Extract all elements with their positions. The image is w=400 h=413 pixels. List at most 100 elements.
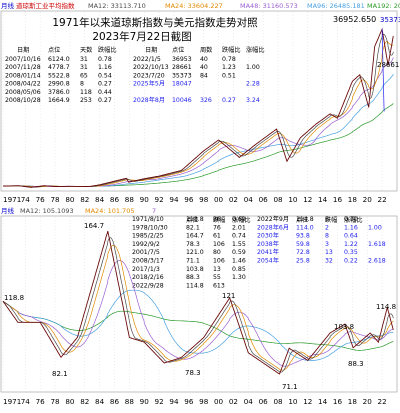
bottom-panel: 月线 MA12: 105.1093 MA24: 101.705 7 点位 跌幅 涨幅… [0,206,398,406]
bottom-left-cell-5-1: 71.1 [186,258,200,265]
top-table-cell-4-2: 118 [80,89,92,96]
bottom-left-cell-6-3: 0.85 [232,266,246,273]
top-table-cell-0-1: 6124.0 [48,56,70,63]
bottom-right-cell-2-1: 93.8 [296,233,310,240]
top-table-cell-5-0: 2008/10/28 [5,97,41,104]
bottom-right-cell-4-3: 0.35 [344,249,358,256]
bottom-left-cell-4-2: 80 [213,249,221,256]
bottom-right-cell-1-3: 1.16 [344,224,358,231]
bottom-left-cell-7-0: 2018/2/16 [132,274,164,281]
bottom-left-cell-6-2: 13 [213,266,221,273]
annotation-783: 78.3 [185,369,201,377]
bottom-left-cell-4-0: 2001/7/5 [132,249,160,256]
top-table-header-3: 跌幅比 [98,46,117,54]
chart-subtitle: 2023年7月22日截图 [92,30,191,43]
bottom-right-cell-3-4: 1.618 [368,241,386,248]
bottom-x-tick-12: 96 [184,397,194,406]
top-table-cell-2-7: 0.51 [222,72,236,79]
bottom-left-cell-0-3: 0.69 [232,216,246,223]
top-x-tick-4: 80 [65,195,75,204]
bottom-x-tick-24: 20 [363,397,373,406]
top-x-tick-13: 98 [199,195,209,204]
top-table-cell-1-6: 40 [200,64,208,71]
bottom-x-tick-25: 22 [378,397,387,406]
bottom-left-cell-2-0: 1985/2/25 [132,233,164,240]
ma192-readout: MA192: 20190 [367,2,400,10]
bottom-left-cell-6-0: 2017/1/3 [132,266,160,273]
bottom-x-tick-14: 00 [214,397,224,406]
bottom-right-header-1: 跌幅 [325,216,337,224]
top-table-cell-3-5: 18047 [172,81,192,88]
top-table-cell-4-1: 3786.0 [48,89,70,96]
bottom-left-cell-2-3: 0.74 [232,233,246,240]
bottom-x-tick-6: 84 [95,397,105,406]
bottom-right-header-2: 涨幅比 [344,216,363,224]
top-table-cell-3-1: 2990.8 [48,81,70,88]
top-x-tick-0: 1971 [3,195,21,204]
bottom-x-tick-23: 18 [348,397,358,406]
top-table-cell-5-3: 0.27 [98,97,112,104]
bottom-left-cell-7-3: 1.30 [232,274,246,281]
top-x-tick-24: 20 [363,195,373,204]
top-table-header-0: 日期 [17,46,29,54]
top-table-cell-0-2: 31 [80,56,88,63]
bottom-right-cell-4-2: 13 [325,249,333,256]
bottom-x-tick-22: 16 [333,397,343,406]
bottom-left-cell-4-1: 121.0 [186,249,204,256]
bottom-x-tick-10: 92 [155,397,164,406]
bottom-x-tick-0: 1971 [3,397,21,406]
bottom-x-tick-4: 80 [65,397,75,406]
bottom-x-tick-5: 82 [80,397,89,406]
annotation-883: 88.3 [348,360,364,368]
annotation-1647: 164.7 [84,222,104,230]
top-header: 月线 道琼斯工业平均指数 MA12: 33113.710 MA24: 33604… [1,1,400,10]
bottom-right-cell-3-0: 2038年 [257,240,279,248]
annotation-last: 35373 [380,16,400,24]
top-x-tick-11: 94 [169,195,179,204]
ma48-readout: MA48: 31160.573 [240,2,298,10]
bottom-left-cell-0-1: 118.8 [186,216,204,223]
bottom-x-tick-20: 12 [303,397,312,406]
top-table-header-2: 天数 [80,46,93,54]
bottom-right-cell-4-1: 72.8 [296,249,310,256]
bottom-right-cell-0-0: 2022年9月 [257,215,289,223]
top-table-cell-3-3: 0.27 [98,81,112,88]
bottom-right-cell-5-0: 2054年 [257,257,279,265]
bottom-period-label: 月线 [1,206,15,215]
bottom-x-tick-2: 76 [36,397,46,406]
top-table-header-7: 跌幅比 [222,46,241,54]
bottom-x-tick-11: 94 [169,397,179,406]
bottom-right-cell-2-0: 2030年 [257,232,279,240]
top-x-tick-23: 18 [348,195,358,204]
top-x-tick-22: 16 [333,195,343,204]
bottom-x-tick-1: 74 [21,397,31,406]
top-plot-frame [0,10,398,192]
bottom-left-cell-1-2: 76 [213,224,221,231]
top-table-cell-0-6: 40 [200,56,208,63]
bottom-x-axis: 1971 74 76 78 80 82 84 86 88 90 92 94 96 98 00 02 04 06 08… [3,397,387,406]
top-table-cell-2-3: 0.54 [98,72,112,79]
bottom-left-cell-1-3: 2.01 [232,224,246,231]
bottom-right-cell-5-2: 32 [325,258,333,265]
bottom-right-cell-0-2: 6 [325,216,329,223]
top-x-tick-9: 90 [140,195,150,204]
bottom-left-header-2: 跌幅 [213,216,225,224]
annotation-1188: 118.8 [4,294,24,302]
top-table-cell-0-7: 0.78 [222,56,236,63]
annotation-711: 71.1 [282,383,298,391]
bottom-x-tick-17: 06 [259,397,269,406]
bottom-x-tick-7: 86 [110,397,120,406]
bottom-left-cell-2-1: 164.7 [186,233,204,240]
bottom-right-cell-4-0: 2041年 [257,248,279,256]
top-price-line [3,27,394,188]
bottom-x-tick-21: 14 [318,397,328,406]
bottom-right-cell-1-4: 1.00 [368,224,382,231]
bottom-right-cell-3-2: 3 [325,241,329,248]
bottom-header: 月线 MA12: 105.1093 MA24: 101.705 7 [1,206,156,215]
bottom-right-cell-1-2: 2 [325,224,329,231]
top-x-tick-14: 00 [214,195,224,204]
bottom-left-cell-5-0: 2008/3/17 [132,258,164,265]
top-table-cell-1-8: 1.00 [246,64,260,71]
annotation-high: 36952.650 [333,15,376,24]
